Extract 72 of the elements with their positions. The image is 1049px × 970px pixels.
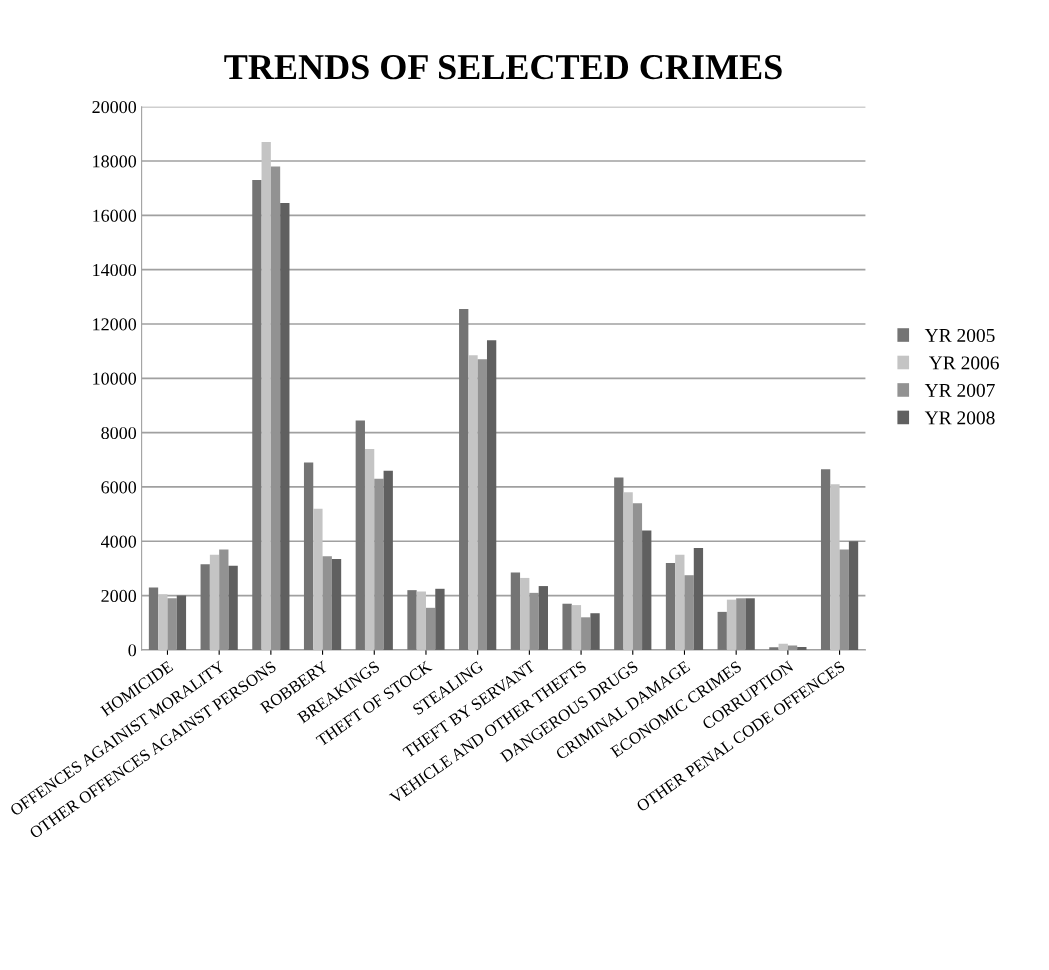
bar [839,549,849,650]
y-tick-label: 6000 [101,481,137,494]
bar [787,645,798,650]
bar [425,607,436,650]
bar [675,554,685,650]
bar [355,420,365,650]
bar [209,554,220,650]
y-tick-label: 8000 [101,426,137,440]
bar [416,591,426,650]
bar [322,556,332,650]
bar [538,586,548,650]
chart-title: TRENDS OF SELECTED CRIMES [224,55,782,80]
bar [590,613,600,650]
legend-label: YR 2005 [924,328,995,343]
bar [769,647,779,650]
bar [468,355,478,650]
legend-label: YR 2008 [924,411,995,425]
bar [848,541,859,650]
bar [364,448,375,650]
bar [167,598,177,650]
bar [797,646,807,650]
y-tick-label: 0 [128,644,137,657]
bar [270,166,281,650]
bar [726,599,737,650]
bar [252,180,262,650]
bar [684,575,694,650]
bar [510,572,521,650]
bar [261,142,271,650]
y-tick-label: 4000 [101,535,137,548]
bar [717,611,727,650]
bar [632,503,643,650]
bar [778,643,788,650]
bar [820,469,831,650]
bar [200,564,210,650]
bar [477,359,487,650]
bar [219,549,229,650]
bar [407,590,417,650]
bar [614,477,624,650]
legend-label: YR 2007 [924,383,995,397]
bar [148,587,159,650]
y-tick-label: 10000 [93,372,137,385]
bar [745,598,755,650]
y-tick-label: 16000 [93,209,137,222]
bar [486,340,497,650]
bar [176,595,187,650]
bar [228,565,238,650]
bar [158,594,168,650]
bar [693,548,704,650]
bar [383,470,393,650]
bar [313,508,323,650]
bar [623,492,633,650]
bar [459,309,469,650]
bar [529,592,539,650]
bar [280,203,290,650]
legend-label: YR 2006 [928,356,999,370]
bar [581,617,591,650]
bar [736,598,746,650]
bar [562,603,572,650]
bar [374,478,384,650]
bar [331,558,342,650]
y-tick-label: 12000 [93,318,137,331]
bar [642,530,652,650]
bar [435,588,445,650]
bar [665,562,676,650]
bar [303,462,314,650]
y-tick-label: 14000 [93,263,137,277]
y-tick-label: 18000 [93,155,137,168]
y-tick-label: 2000 [101,589,137,603]
bar [830,484,840,650]
bar [571,605,582,650]
y-tick-label: 20000 [92,100,137,114]
bar [520,577,530,650]
